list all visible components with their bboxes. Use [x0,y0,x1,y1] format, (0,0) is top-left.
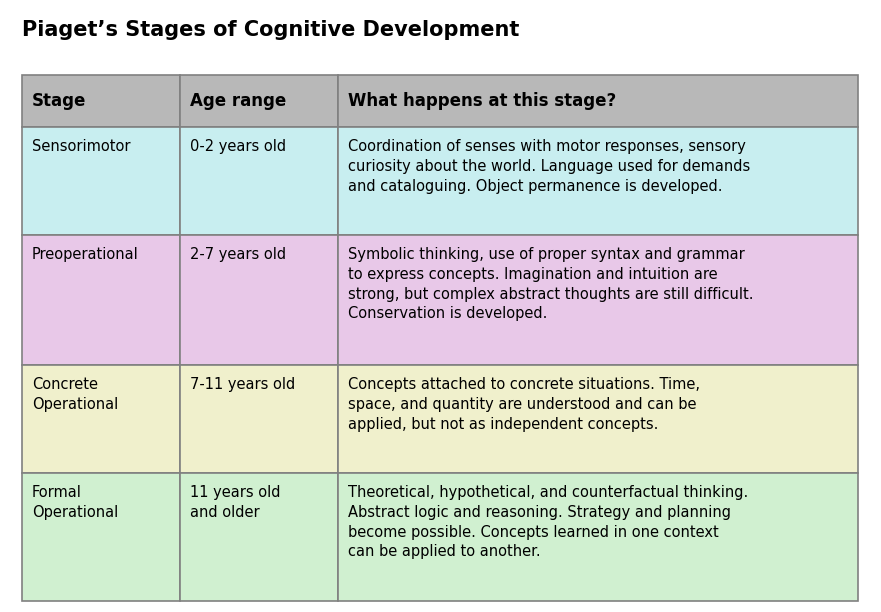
Bar [22,235,180,365]
Text: Sensorimotor: Sensorimotor [32,139,130,154]
Text: 0-2 years old: 0-2 years old [190,139,286,154]
Bar [338,75,858,127]
Text: Concrete
Operational: Concrete Operational [32,377,118,412]
Bar [338,235,858,365]
Bar [22,473,180,601]
Text: Theoretical, hypothetical, and counterfactual thinking.
Abstract logic and reaso: Theoretical, hypothetical, and counterfa… [348,485,748,559]
Text: Symbolic thinking, use of proper syntax and grammar
to express concepts. Imagina: Symbolic thinking, use of proper syntax … [348,247,753,321]
Bar [180,75,338,127]
Text: Concepts attached to concrete situations. Time,
space, and quantity are understo: Concepts attached to concrete situations… [348,377,700,431]
Text: What happens at this stage?: What happens at this stage? [348,92,616,110]
Text: Coordination of senses with motor responses, sensory
curiosity about the world. : Coordination of senses with motor respon… [348,139,751,193]
Bar [180,235,338,365]
Text: Formal
Operational: Formal Operational [32,485,118,520]
Bar [22,75,180,127]
Bar [338,473,858,601]
Bar [180,127,338,235]
Bar [180,365,338,473]
Bar [338,365,858,473]
Text: 11 years old
and older: 11 years old and older [190,485,280,520]
Bar [22,127,180,235]
Text: Stage: Stage [32,92,86,110]
Text: 7-11 years old: 7-11 years old [190,377,295,392]
Text: Preoperational: Preoperational [32,247,138,262]
Bar [338,127,858,235]
Text: Age range: Age range [190,92,286,110]
Text: Piaget’s Stages of Cognitive Development: Piaget’s Stages of Cognitive Development [22,20,520,40]
Bar [22,365,180,473]
Bar [180,473,338,601]
Text: 2-7 years old: 2-7 years old [190,247,286,262]
